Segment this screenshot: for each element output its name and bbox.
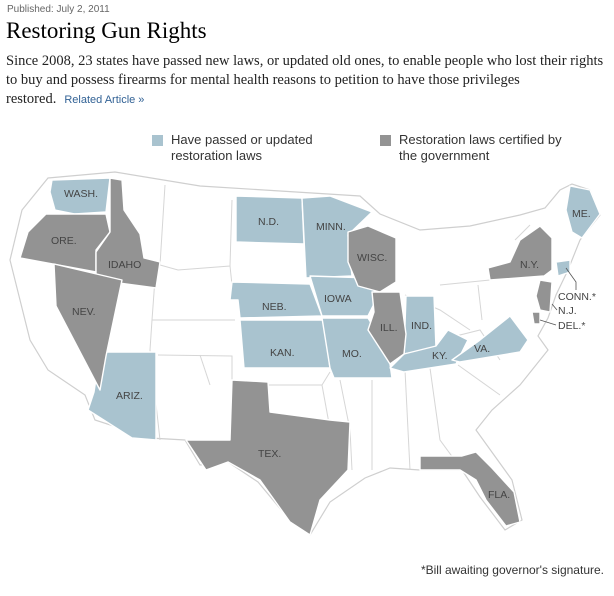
label-wi: WISC. [357,252,387,264]
published-date: Published: July 2, 2011 [7,4,110,15]
state-nv [53,263,123,391]
label-ny: N.Y. [520,259,539,271]
state-az [87,351,157,441]
state-ks [239,319,331,369]
label-tx: TEX. [258,448,281,460]
label-me: ME. [572,208,591,220]
label-ne: NEB. [262,301,287,313]
state-va [451,315,529,363]
label-ky: KY. [432,350,448,362]
state-de [531,311,541,325]
label-in: IND. [411,320,432,332]
label-id: IDAHO [108,259,141,271]
state-wi [347,225,397,293]
leader-lines [539,267,577,326]
leader-nj [551,303,558,311]
state-fl [419,451,521,527]
label-az: ARIZ. [116,390,143,402]
state-labels: WASH. ORE. IDAHO NEV. ARIZ. N.D. MINN. W… [51,188,596,501]
label-wa: WASH. [64,188,98,200]
legend-certified: Restoration laws certified by the govern… [380,132,574,164]
leader-de [539,319,557,326]
state-il [367,291,407,365]
state-ny [487,225,553,281]
label-mn: MINN. [316,221,346,233]
state-ky [389,329,469,373]
state-tx [185,379,351,536]
state-ne [229,281,323,319]
footnote: *Bill awaiting governor's signature. [420,563,604,577]
label-nj: N.J. [558,305,577,317]
legend-passed-swatch [152,135,163,146]
label-de: DEL.* [558,320,585,332]
label-mo: MO. [342,348,362,360]
page-title: Restoring Gun Rights [6,18,207,43]
leader-ct [565,267,577,290]
description-text: Since 2008, 23 states have passed new la… [6,53,604,107]
label-va: VA. [474,343,490,355]
label-il: ILL. [380,322,398,334]
article-description: Since 2008, 23 states have passed new la… [6,52,606,110]
state-ct [555,259,571,277]
label-ia: IOWA [324,293,352,305]
state-me [565,185,601,239]
label-nv: NEV. [72,306,96,318]
legend-certified-label: Restoration laws certified by the govern… [399,132,562,163]
label-fl: FLA. [488,489,510,501]
related-article-link[interactable]: Related Article » [64,94,145,106]
label-or: ORE. [51,235,77,247]
label-nd: N.D. [258,216,279,228]
legend-certified-swatch [380,135,391,146]
legend-passed: Have passed or updated restoration laws [152,132,346,164]
state-nj [535,279,553,313]
label-ks: KAN. [270,347,295,359]
label-ct: CONN.* [558,291,596,303]
state-id [95,177,161,289]
legend-passed-label: Have passed or updated restoration laws [171,132,313,163]
